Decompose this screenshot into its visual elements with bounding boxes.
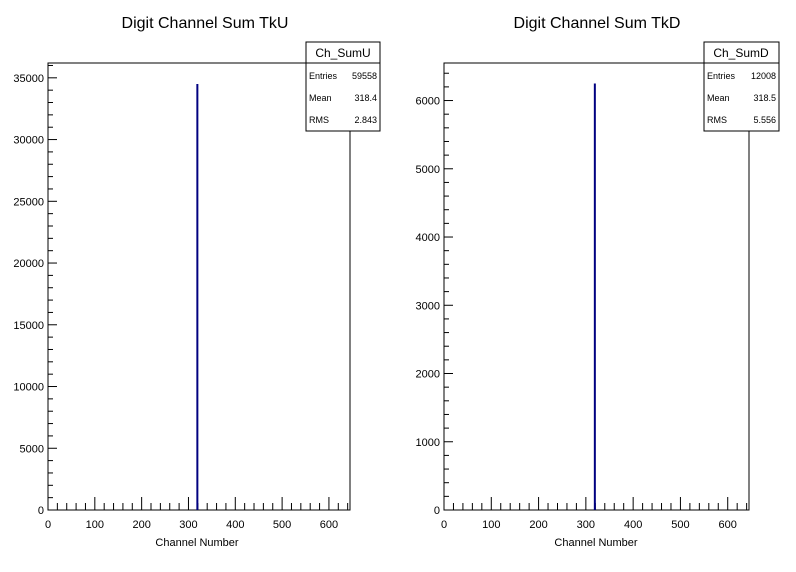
- x-axis: 0 100 200 300 400 500 600: [45, 497, 349, 531]
- y-tick-label: 1000: [416, 437, 440, 449]
- stats-rms-value: 2.843: [354, 115, 377, 125]
- stats-rms-value: 5.556: [753, 115, 776, 125]
- x-tick-label: 200: [529, 519, 547, 531]
- x-tick-label: 400: [226, 519, 244, 531]
- x-tick-label: 300: [577, 519, 595, 531]
- panel-tkd: Digit Channel Sum TkD 010002000300040005…: [416, 15, 780, 549]
- stats-entries-value: 12008: [751, 71, 776, 81]
- stats-box: Ch_SumD Entries 12008 Mean 318.5 RMS 5.5…: [703, 41, 780, 132]
- stats-rms-label: RMS: [707, 115, 727, 125]
- x-axis-label: Channel Number: [554, 537, 637, 549]
- stats-entries-label: Entries: [309, 71, 338, 81]
- stats-mean-value: 318.5: [753, 93, 776, 103]
- x-tick-label: 0: [441, 519, 447, 531]
- x-tick-label: 600: [719, 519, 737, 531]
- x-axis-label: Channel Number: [155, 537, 238, 549]
- y-tick-label: 20000: [13, 258, 44, 270]
- stats-title: Ch_SumD: [713, 46, 769, 60]
- plot-frame: [443, 62, 750, 511]
- stats-rms-label: RMS: [309, 115, 329, 125]
- y-axis: 0 1000 2000 3000 4000 5000 6000: [416, 72, 453, 517]
- x-tick-label: 200: [132, 519, 150, 531]
- y-tick-label: 25000: [13, 196, 44, 208]
- y-tick-label: 10000: [13, 382, 44, 394]
- y-axis: 0 5000 10000 15000 20000 25000 30000 35000: [13, 64, 57, 517]
- x-tick-label: 600: [320, 519, 338, 531]
- x-tick-label: 100: [482, 519, 500, 531]
- stats-entries-value: 59558: [352, 71, 377, 81]
- stats-mean-value: 318.4: [354, 93, 377, 103]
- y-tick-label: 6000: [416, 96, 440, 108]
- stats-mean-label: Mean: [309, 93, 332, 103]
- x-tick-label: 300: [179, 519, 197, 531]
- y-tick-label: 0: [38, 505, 44, 517]
- chart-title: Digit Channel Sum TkD: [514, 15, 681, 32]
- y-tick-label: 4000: [416, 232, 440, 244]
- stats-title: Ch_SumU: [315, 46, 370, 60]
- plot-frame: [47, 62, 351, 511]
- y-tick-label: 15000: [13, 320, 44, 332]
- y-tick-label: 5000: [20, 443, 44, 455]
- x-tick-label: 0: [45, 519, 51, 531]
- y-tick-label: 35000: [13, 73, 44, 85]
- stats-box: Ch_SumU Entries 59558 Mean 318.4 RMS 2.8…: [305, 41, 381, 132]
- x-tick-label: 500: [273, 519, 291, 531]
- y-tick-label: 2000: [416, 369, 440, 381]
- chart-title: Digit Channel Sum TkU: [122, 15, 289, 32]
- y-tick-label: 0: [434, 505, 440, 517]
- x-tick-label: 400: [624, 519, 642, 531]
- panel-tku: Digit Channel Sum TkU 050001000015000200…: [13, 15, 381, 549]
- x-tick-label: 500: [671, 519, 689, 531]
- x-axis: 0 100 200 300 400 500 600: [441, 497, 748, 531]
- stats-mean-label: Mean: [707, 93, 730, 103]
- stats-entries-label: Entries: [707, 71, 736, 81]
- y-tick-label: 3000: [416, 300, 440, 312]
- y-tick-label: 30000: [13, 135, 44, 147]
- x-tick-label: 100: [86, 519, 104, 531]
- y-tick-label: 5000: [416, 164, 440, 176]
